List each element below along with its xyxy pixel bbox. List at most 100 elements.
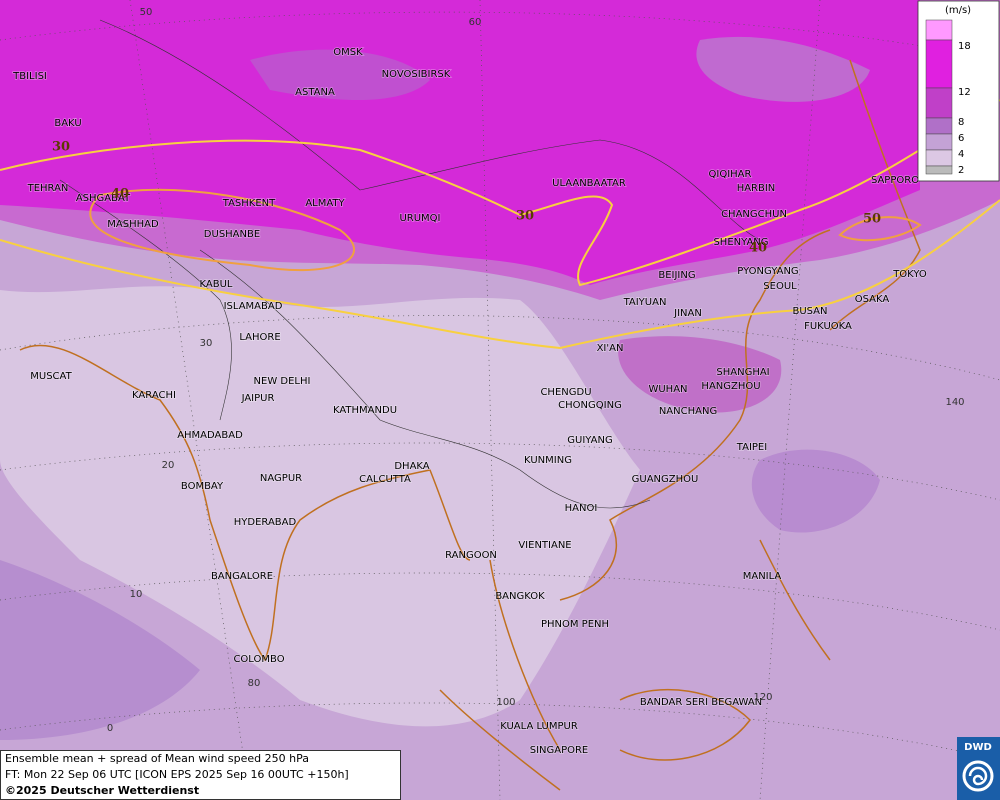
isotach-label: 40: [111, 187, 129, 202]
isotachs: [0, 99, 1000, 350]
graticule-label: 60: [469, 17, 482, 28]
city-label: MUSCAT: [30, 371, 72, 382]
city-label: SINGAPORE: [530, 745, 589, 756]
city-label: BUSAN: [792, 306, 827, 317]
city-label: KARACHI: [132, 390, 176, 401]
city-label: NOVOSIBIRSK: [382, 69, 451, 80]
city-label: DHAKA: [394, 461, 429, 472]
borders: [59, 19, 761, 509]
city-label: ISLAMABAD: [224, 301, 283, 312]
legend-tick-label: 12: [958, 87, 971, 98]
graticule-label: 20: [162, 460, 175, 471]
city-label: BEIJING: [658, 270, 695, 281]
legend-tick-label: 8: [958, 117, 964, 128]
patch: [0, 560, 200, 740]
city-label: MASHHAD: [107, 219, 159, 230]
city-label: TEHRAN: [27, 183, 69, 194]
city-label: TBILISI: [12, 71, 47, 82]
city-label: ASHGABAT: [76, 193, 131, 204]
city-label: MANILA: [743, 571, 782, 582]
caption-line: ©2025 Deutscher Wetterdienst: [5, 784, 199, 797]
graticule-label: 30: [200, 338, 213, 349]
city-label: SHANGHAI: [716, 367, 769, 378]
city-label: ASTANA: [295, 87, 335, 98]
legend-tick-label: 4: [958, 149, 964, 160]
city-label: TOKYO: [892, 269, 927, 280]
city-label: KUNMING: [524, 455, 572, 466]
city-label: LAHORE: [239, 332, 280, 343]
city-label: URUMQI: [399, 213, 440, 224]
city-label: TASHKENT: [222, 198, 276, 209]
legend-tick-label: 18: [958, 41, 971, 52]
caption: Ensemble mean + spread of Mean wind spee…: [0, 750, 401, 800]
city-label: OSAKA: [855, 294, 890, 305]
caption-line: FT: Mon 22 Sep 06 UTC [ICON EPS 2025 Sep…: [5, 768, 349, 781]
city-label: KUALA LUMPUR: [500, 721, 578, 732]
city-label: BAKU: [54, 118, 81, 129]
city-label: CHENGDU: [540, 387, 591, 398]
city-label: SAPPORO: [871, 175, 919, 186]
city-label: ULAANBAATAR: [552, 178, 626, 189]
city-label: NANCHANG: [659, 406, 717, 417]
graticule-label: 50: [140, 7, 153, 18]
city-label: COLOMBO: [233, 654, 284, 665]
graticule-label: 140: [945, 397, 964, 408]
labels: TBILISI OMSK NOVOSIBIRSK ASTANA BAKU TEHRAN AS…: [11, 7, 964, 757]
city-label: GUIYANG: [567, 435, 612, 446]
city-label: XI'AN: [597, 343, 624, 354]
city-label: RANGOON: [445, 550, 497, 561]
graticule-label: 100: [496, 697, 515, 708]
city-label: FUKUOKA: [804, 321, 852, 332]
caption-line: Ensemble mean + spread of Mean wind spee…: [5, 752, 309, 765]
graticule-label: 10: [130, 589, 143, 600]
city-label: KATHMANDU: [333, 405, 397, 416]
city-label: HANOI: [565, 503, 598, 514]
logo-text: DWD: [964, 742, 992, 753]
city-label: ALMATY: [305, 198, 345, 209]
patch: [696, 36, 870, 102]
city-label: HYDERABAD: [234, 517, 297, 528]
city-label: AHMADABAD: [177, 430, 243, 441]
city-label: CHONGQING: [558, 400, 622, 411]
city-label: TAIPEI: [736, 442, 767, 453]
patch: [250, 49, 430, 100]
jet-field: [0, 0, 920, 285]
city-label: BOMBAY: [181, 481, 224, 492]
city-label: BANGKOK: [495, 591, 545, 602]
legend-tick-label: 2: [958, 165, 964, 176]
isotach-label: 30: [52, 140, 70, 155]
city-label: CHANGCHUN: [721, 209, 787, 220]
legend-tick-label: 6: [958, 133, 964, 144]
graticule-label: 0: [107, 723, 113, 734]
city-label: NEW DELHI: [254, 376, 311, 387]
city-label: HARBIN: [737, 183, 776, 194]
isotach-label: 40: [749, 241, 767, 256]
patch: [751, 449, 880, 533]
city-label: QIQIHAR: [709, 169, 752, 180]
isotach-label: 50: [863, 212, 881, 227]
graticule-label: 80: [248, 678, 261, 689]
city-label: SHENYANG: [713, 237, 768, 248]
city-label: BANGALORE: [211, 571, 273, 582]
city-label: OMSK: [333, 47, 363, 58]
city-label: NAGPUR: [260, 473, 302, 484]
city-label: PYONGYANG: [737, 266, 798, 277]
coastline: [19, 59, 921, 791]
graticule-label: 120: [753, 692, 772, 703]
logo: DWD: [957, 737, 1000, 800]
city-label: DUSHANBE: [204, 229, 260, 240]
patch: [618, 336, 782, 413]
isotach-label: 30: [516, 209, 534, 224]
city-label: JINAN: [673, 308, 702, 319]
city-label: CALCUTTA: [359, 474, 411, 485]
city-label: PHNOM PENH: [541, 619, 609, 630]
city-label: SEOUL: [763, 281, 797, 292]
city-label: VIENTIANE: [518, 540, 571, 551]
city-label: GUANGZHOU: [632, 474, 699, 485]
city-label: KABUL: [200, 279, 233, 290]
legend-unit: (m/s): [945, 5, 971, 16]
city-label: HANGZHOU: [701, 381, 760, 392]
